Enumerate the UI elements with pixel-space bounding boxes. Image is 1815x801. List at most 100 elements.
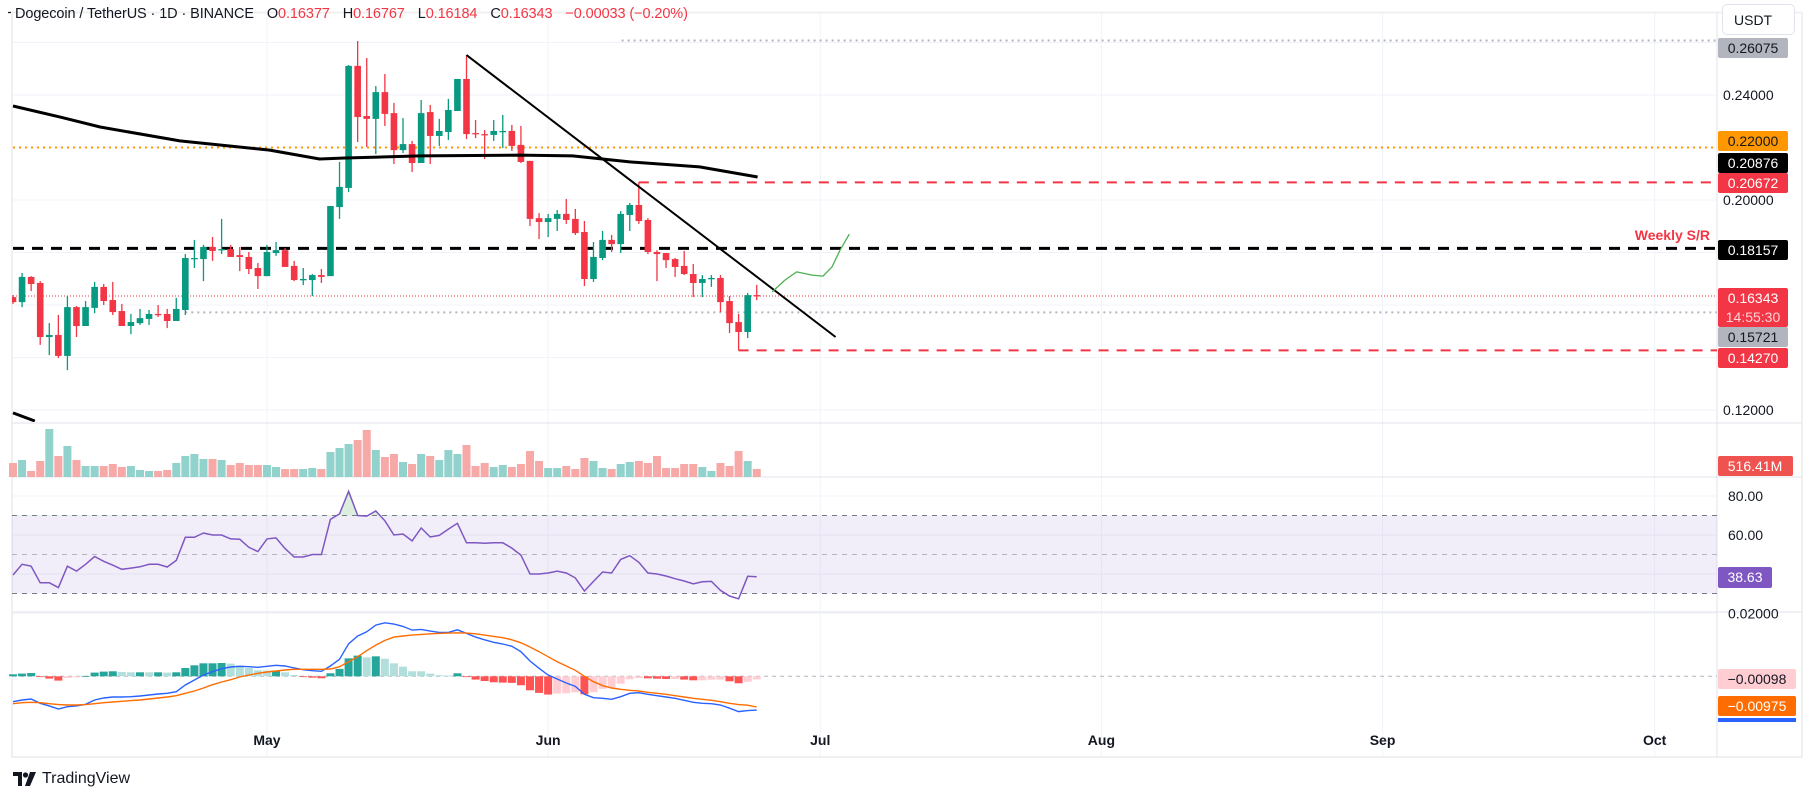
candle-body xyxy=(726,301,733,324)
macd-histogram-bar xyxy=(208,663,217,677)
price-badge-label: 0.14270 xyxy=(1728,350,1779,366)
macd-histogram-bar xyxy=(435,675,444,677)
volume-bar xyxy=(72,459,81,477)
price-scale-badges: 0.26075 0.22000 0.20876 0.20672 0.18157 0.163… xyxy=(1718,38,1796,722)
candle-body xyxy=(544,218,552,223)
volume-bar xyxy=(498,465,507,477)
candle-body xyxy=(435,130,443,136)
candle-body xyxy=(445,109,452,133)
volume-bar xyxy=(326,451,335,477)
macd-histogram-bar xyxy=(444,675,453,677)
chart-frame xyxy=(8,11,1803,758)
candle-body xyxy=(281,250,289,267)
macd-histogram-bar xyxy=(489,676,498,683)
macd-hist-badge-label: −0.00098 xyxy=(1728,671,1787,687)
price-badge xyxy=(1718,327,1788,347)
candle-body xyxy=(318,275,325,277)
volume-bar xyxy=(154,471,163,477)
price-badge-label: 0.26075 xyxy=(1728,40,1779,56)
candle-body xyxy=(372,92,380,119)
price-badge-label: 0.20876 xyxy=(1728,155,1779,171)
volume-bar xyxy=(553,467,562,477)
volume-bar xyxy=(435,459,444,477)
macd-histogram-bar xyxy=(426,673,435,677)
candle-body xyxy=(236,255,244,257)
ma-200-line xyxy=(12,104,758,179)
macd-histogram-bar xyxy=(662,676,671,679)
candle-body xyxy=(417,113,425,163)
macd-histogram-bar xyxy=(36,676,45,678)
candle-body xyxy=(27,276,35,284)
candle-body xyxy=(408,144,416,163)
descending-trendline xyxy=(465,54,837,338)
low-value: 0.16184 xyxy=(425,6,478,22)
volume-bar xyxy=(462,445,471,477)
macd-histogram-bar xyxy=(535,676,544,693)
volume-bar xyxy=(335,447,344,477)
symbol-legend: Dogecoin / TetherUS · 1D · BINANCE O0.16… xyxy=(15,6,688,22)
volume-bar xyxy=(117,467,126,477)
macd-histogram-bar xyxy=(389,663,398,677)
macd-histogram-bar xyxy=(743,676,752,682)
candle-body xyxy=(200,246,207,260)
macd-histogram-bar xyxy=(471,676,480,680)
volume-bar xyxy=(408,463,417,477)
volume-bar xyxy=(598,467,607,477)
candle-body xyxy=(290,265,298,281)
macd-histogram-bar xyxy=(281,672,290,677)
macd-histogram-bar xyxy=(516,676,525,686)
price-badge xyxy=(1718,131,1788,151)
volume-bar xyxy=(580,457,589,477)
macd-histogram-bar xyxy=(589,676,598,693)
volume-bar xyxy=(671,467,680,477)
tradingview-logo-icon xyxy=(13,772,36,786)
volume-bar xyxy=(163,469,172,477)
close-label: C xyxy=(490,6,501,22)
macd-histogram-bar xyxy=(81,675,90,677)
change-value: −0.00033 (−0.20%) xyxy=(565,6,688,22)
price-badge xyxy=(1718,240,1788,260)
signal-badge xyxy=(1718,696,1796,716)
volume-bar xyxy=(444,449,453,477)
axes[interactable]: 0.24000 0.20000 0.12000 80.00 60.00 0.02000 Ma… xyxy=(253,87,1778,748)
volume-bar xyxy=(544,467,553,477)
macd-histogram-bar xyxy=(145,672,154,677)
time-tick-label: Jul xyxy=(810,732,830,748)
volume-bar xyxy=(308,467,317,477)
candle-body xyxy=(662,253,670,261)
volume-bar xyxy=(235,463,244,477)
macd-histogram-bar xyxy=(380,658,389,677)
weekly-sr-annotation: Weekly S/R xyxy=(1635,227,1710,243)
symbol-title[interactable]: Dogecoin / TetherUS · 1D · BINANCE xyxy=(15,6,254,22)
macd-tick-label: 0.02000 xyxy=(1728,605,1779,621)
volume-bar xyxy=(208,459,217,477)
macd-histogram-bar xyxy=(9,674,17,677)
candle-body xyxy=(91,286,98,308)
macd-histogram-bar xyxy=(607,676,616,688)
macd-pane xyxy=(9,622,1717,713)
macd-histogram-bar xyxy=(45,676,54,679)
macd-histogram-bar xyxy=(335,668,344,677)
macd-histogram-bar xyxy=(272,670,281,677)
currency-selector[interactable]: USDT xyxy=(1722,4,1795,35)
volume-bar xyxy=(90,465,99,477)
volume-bar xyxy=(262,465,271,477)
macd-histogram-bar xyxy=(163,672,172,677)
tradingview-branding[interactable]: TradingView xyxy=(13,770,130,788)
open-value: 0.16377 xyxy=(278,6,330,22)
candle-body xyxy=(653,251,661,255)
candle-body xyxy=(581,232,588,280)
candle-body xyxy=(708,277,715,280)
volume-bar xyxy=(507,467,516,477)
volume-series xyxy=(9,429,761,477)
macd-histogram-bar xyxy=(399,666,408,677)
volume-bar xyxy=(734,451,743,477)
time-tick-label: Aug xyxy=(1088,732,1115,748)
candle-body xyxy=(599,239,606,259)
volume-bar xyxy=(426,455,435,477)
open-label: O xyxy=(266,6,279,22)
macd-histogram-bar xyxy=(108,671,117,677)
volume-bar xyxy=(417,453,426,477)
volume-bar xyxy=(589,461,598,477)
